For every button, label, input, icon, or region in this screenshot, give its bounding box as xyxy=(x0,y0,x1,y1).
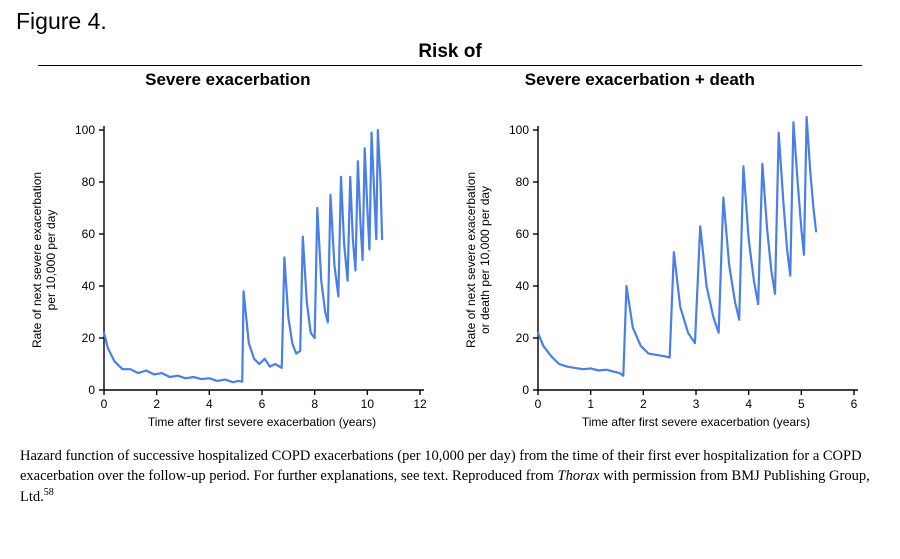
svg-text:60: 60 xyxy=(516,227,530,241)
risk-of-header: Risk of xyxy=(14,41,886,63)
svg-text:Rate of next severe exacerbati: Rate of next severe exacerbation xyxy=(30,172,44,348)
svg-text:Rate of next severe exacerbati: Rate of next severe exacerbation xyxy=(464,172,478,348)
svg-text:20: 20 xyxy=(82,331,96,345)
figure-caption: Hazard function of successive hospitaliz… xyxy=(20,447,880,508)
svg-text:6: 6 xyxy=(851,397,858,411)
svg-text:5: 5 xyxy=(798,397,805,411)
chart-right: 0 20 40 60 80 100 0 1 2 3 4 5 6 Time after first seve… xyxy=(452,92,882,437)
svg-text:60: 60 xyxy=(82,227,96,241)
svg-text:12: 12 xyxy=(413,397,427,411)
svg-text:Time after first severe exacer: Time after first severe exacerbation (ye… xyxy=(582,415,810,429)
svg-text:0: 0 xyxy=(522,383,529,397)
svg-text:20: 20 xyxy=(516,331,530,345)
svg-text:3: 3 xyxy=(693,397,700,411)
svg-text:100: 100 xyxy=(75,123,95,137)
svg-text:2: 2 xyxy=(640,397,647,411)
svg-text:80: 80 xyxy=(516,175,530,189)
svg-text:2: 2 xyxy=(153,397,160,411)
panel-right-title: Severe exacerbation + death xyxy=(525,70,755,90)
svg-text:Time after first severe exacer: Time after first severe exacerbation (ye… xyxy=(148,415,376,429)
svg-text:40: 40 xyxy=(82,279,96,293)
svg-text:0: 0 xyxy=(535,397,542,411)
svg-text:0: 0 xyxy=(88,383,95,397)
svg-text:4: 4 xyxy=(206,397,213,411)
svg-text:4: 4 xyxy=(745,397,752,411)
panel-left-title: Severe exacerbation xyxy=(145,70,310,90)
svg-text:6: 6 xyxy=(259,397,266,411)
svg-text:0: 0 xyxy=(101,397,108,411)
svg-text:1: 1 xyxy=(587,397,594,411)
svg-text:100: 100 xyxy=(509,123,529,137)
svg-text:8: 8 xyxy=(311,397,318,411)
header-rule xyxy=(38,65,862,66)
svg-text:40: 40 xyxy=(516,279,530,293)
chart-left: 0 20 40 60 80 100 0 2 4 6 8 10 12 Time after first se… xyxy=(18,92,448,437)
svg-text:or death per 10,000 per day: or death per 10,000 per day xyxy=(478,186,492,334)
svg-text:per 10,000 per day: per 10,000 per day xyxy=(44,210,58,311)
figure-label: Figure 4. xyxy=(16,8,886,35)
svg-text:80: 80 xyxy=(82,175,96,189)
svg-text:10: 10 xyxy=(361,397,375,411)
